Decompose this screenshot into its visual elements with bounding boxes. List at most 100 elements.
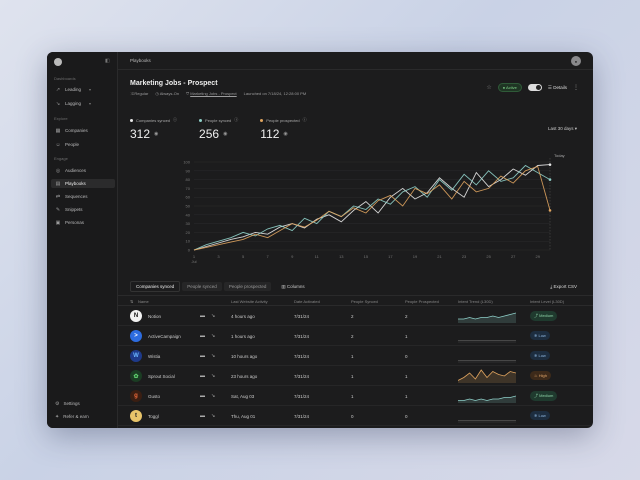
x-tick-label: 3 xyxy=(217,254,220,259)
message-icon[interactable]: ▬ xyxy=(200,393,205,399)
collapse-sidebar-icon[interactable]: ◧ xyxy=(105,58,110,64)
intent-label: Medium xyxy=(539,393,554,398)
people-prospected: 0 xyxy=(405,354,408,359)
columns-icon: ▥ xyxy=(281,283,286,289)
launched-label: Launched on 7/18/24, 12:28:00 PM xyxy=(243,91,307,96)
message-icon[interactable]: ▬ xyxy=(200,353,205,359)
table-header: ⇅ Name Last Website Activity Date Activa… xyxy=(118,295,593,306)
y-tick-label: 80 xyxy=(186,177,191,182)
company-name[interactable]: ActiveCampaign xyxy=(148,334,181,339)
sidebar-item-label: Leading xyxy=(65,87,82,92)
tab-people-synced[interactable]: People synced xyxy=(182,282,222,291)
source-link[interactable]: Marketing Jobs - Prospect xyxy=(190,91,237,96)
table-row[interactable]: t Toggl ▬ ↘ Thu, Aug 01 7/31/24 0 0 ❄ Low xyxy=(118,406,593,426)
sparkline-area xyxy=(458,370,516,383)
header-date[interactable]: Date Activated xyxy=(294,299,320,304)
header-name[interactable]: Name xyxy=(138,299,149,304)
more-icon[interactable]: ⋮ xyxy=(573,85,579,91)
sidebar-item-leading[interactable]: ↗ Leading ▾ xyxy=(51,85,115,94)
intent-sparkline xyxy=(458,420,516,423)
y-tick-label: 10 xyxy=(186,239,191,244)
y-tick-label: 50 xyxy=(186,204,191,209)
eye-icon[interactable]: ◉ xyxy=(283,131,288,137)
sidebar-item-people[interactable]: ☺ People xyxy=(51,140,115,149)
gear-icon: ⚙ xyxy=(55,400,60,407)
eye-icon[interactable]: ◉ xyxy=(154,131,159,137)
select-all-icon[interactable]: ⇅ xyxy=(130,299,134,304)
y-tick-label: 90 xyxy=(186,168,191,173)
x-tick-label: 19 xyxy=(413,254,418,259)
eye-icon[interactable]: ◉ xyxy=(223,131,228,137)
people-synced: 1 xyxy=(351,354,354,359)
company-name[interactable]: Gusto xyxy=(148,394,161,399)
tab-people-prospected[interactable]: People prospected xyxy=(223,282,272,291)
chevron-down-icon: ▾ xyxy=(88,87,91,92)
link-icon[interactable]: ↘ xyxy=(211,333,216,339)
message-icon[interactable]: ▬ xyxy=(200,413,205,419)
table-row[interactable]: N Notion ▬ ↘ 4 hours ago 7/31/24 2 2 ⤴ Medium xyxy=(118,306,593,326)
today-label: Today xyxy=(554,153,565,158)
columns-button[interactable]: ▥ Columns xyxy=(281,284,304,290)
tab-companies-synced[interactable]: Companies synced xyxy=(130,281,181,292)
link-icon[interactable]: ↘ xyxy=(211,373,216,379)
link-icon[interactable]: ↘ xyxy=(211,353,216,359)
message-icon[interactable]: ▬ xyxy=(200,373,205,379)
export-csv-button[interactable]: ⤓ Export CSV xyxy=(550,284,577,289)
sliders-icon: ☰ xyxy=(547,84,552,90)
sidebar-item-lagging[interactable]: ↘ Lagging ▾ xyxy=(51,99,115,108)
sidebar-item-sequences[interactable]: ⇄ Sequences xyxy=(51,192,115,201)
sidebar-item-audiences[interactable]: ◎ Audiences xyxy=(51,166,115,175)
intent-sparkline xyxy=(458,395,516,403)
message-icon[interactable]: ▬ xyxy=(200,333,205,339)
last-activity: 4 hours ago xyxy=(231,314,255,319)
star-icon[interactable]: ☆ xyxy=(486,85,492,91)
stat-people-prospected: People prospected ⓘ 112 ◉ xyxy=(260,117,307,141)
x-tick-label: 15 xyxy=(364,254,369,259)
sidebar-item-label: Settings xyxy=(63,401,80,406)
table-row[interactable]: > ActiveCampaign ▬ ↘ 1 hours ago 7/31/24 2 1 ❄ L… xyxy=(118,326,593,346)
x-tick-label: 5 xyxy=(242,254,245,259)
download-icon: ⤓ xyxy=(550,284,553,289)
company-name[interactable]: Toggl xyxy=(148,414,159,419)
header-intent-level[interactable]: Intent Level (L30D) xyxy=(530,299,565,304)
table-row[interactable]: g Gusto ▬ ↘ Sat, Aug 03 7/31/24 1 1 ⤴ Medium xyxy=(118,386,593,406)
active-toggle[interactable] xyxy=(527,84,542,91)
table-row[interactable]: ✿ Sprout Social ▬ ↘ 23 hours ago 7/31/24 1 1 ♨ H… xyxy=(118,366,593,386)
intent-label: High xyxy=(538,373,547,378)
x-tick-label: 27 xyxy=(511,254,516,259)
message-icon[interactable]: ▬ xyxy=(200,313,205,319)
stat-label: People prospected xyxy=(266,117,300,123)
header-people-prospected[interactable]: People Prospected xyxy=(405,299,439,304)
sidebar-item-personas[interactable]: ▣ Personas xyxy=(51,218,115,227)
header-intent-trend[interactable]: Intent Trend (L30D) xyxy=(458,299,493,304)
people-prospected: 2 xyxy=(405,314,408,319)
section-title-engage: Engage xyxy=(54,156,68,161)
sidebar-item-settings[interactable]: ⚙ Settings xyxy=(51,399,115,408)
sidebar-item-companies[interactable]: ▦ Companies xyxy=(51,126,115,135)
sidebar-item-playbooks[interactable]: ▤ Playbooks xyxy=(51,179,115,188)
link-icon[interactable]: ↘ xyxy=(211,393,216,399)
columns-label: Columns xyxy=(286,283,305,289)
app-logo[interactable] xyxy=(54,58,62,66)
sidebar-item-label: Personas xyxy=(65,220,85,225)
date-activated: 7/31/24 xyxy=(294,414,310,419)
company-name[interactable]: Sprout Social xyxy=(148,374,175,379)
sidebar-item-snippets[interactable]: ✎ Snippets xyxy=(51,205,115,214)
x-tick-label: 29 xyxy=(535,254,540,259)
sidebar-item-refer[interactable]: ✦ Refer & earn xyxy=(51,412,115,421)
link-icon[interactable]: ↘ xyxy=(211,313,216,319)
company-name[interactable]: Notion xyxy=(148,314,162,319)
details-button[interactable]: ☰ Details xyxy=(548,85,567,91)
date-range-select[interactable]: Last 30 days ▾ xyxy=(548,126,577,132)
header-people-synced[interactable]: People Synced xyxy=(351,299,378,304)
company-name[interactable]: Wistia xyxy=(148,354,161,359)
stats-row: Companies synced ⓘ 312 ◉ People synced ⓘ 25… xyxy=(130,117,307,141)
snowflake-icon: ❄ xyxy=(534,333,538,338)
stat-label: People synced xyxy=(205,117,232,123)
header-activity[interactable]: Last Website Activity xyxy=(231,299,268,304)
link-icon[interactable]: ↘ xyxy=(211,413,216,419)
avatar[interactable]: ● xyxy=(571,56,581,66)
source-meta[interactable]: ⛉ Marketing Jobs - Prospect xyxy=(186,91,237,96)
table-row[interactable]: W Wistia ▬ ↘ 10 hours ago 7/31/24 1 0 ❄ Low xyxy=(118,346,593,366)
breadcrumb[interactable]: Playbooks xyxy=(130,58,151,63)
